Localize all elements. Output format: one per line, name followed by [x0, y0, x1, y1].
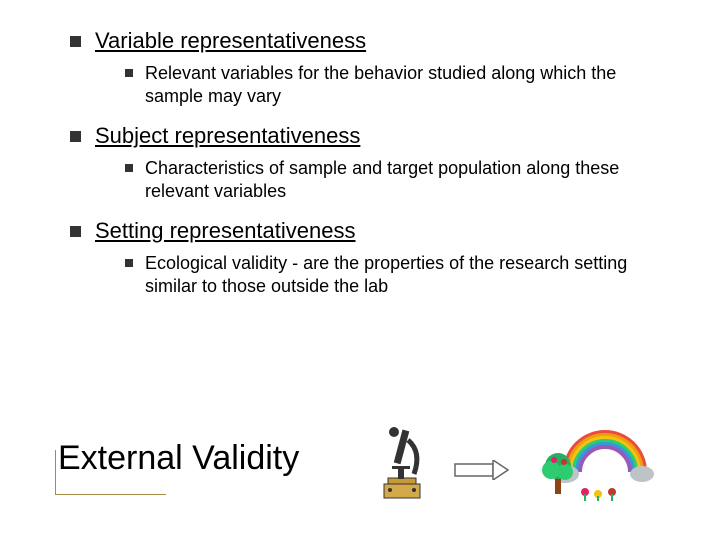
- bullet-level1: Subject representativeness: [70, 123, 650, 149]
- heading-text: Variable representativeness: [95, 28, 366, 54]
- square-bullet-icon: [125, 69, 133, 77]
- bullet-level1: Variable representativeness: [70, 28, 650, 54]
- square-bullet-icon: [125, 259, 133, 267]
- sub-text: Relevant variables for the behavior stud…: [145, 62, 640, 109]
- title-area: External Validity: [58, 439, 329, 478]
- bullet-level1: Setting representativeness: [70, 218, 650, 244]
- heading-text: Subject representativeness: [95, 123, 360, 149]
- rainbow-scene-icon: [540, 422, 655, 502]
- square-bullet-icon: [125, 164, 133, 172]
- square-bullet-icon: [70, 131, 81, 142]
- arrow-right-icon: [454, 460, 509, 480]
- microscope-icon: [372, 422, 432, 502]
- bullet-level2: Ecological validity - are the properties…: [125, 252, 650, 299]
- bullet-level2: Characteristics of sample and target pop…: [125, 157, 650, 204]
- sub-text: Characteristics of sample and target pop…: [145, 157, 640, 204]
- heading-text: Setting representativeness: [95, 218, 356, 244]
- sub-text: Ecological validity - are the properties…: [145, 252, 640, 299]
- bullet-level2: Relevant variables for the behavior stud…: [125, 62, 650, 109]
- square-bullet-icon: [70, 226, 81, 237]
- square-bullet-icon: [70, 36, 81, 47]
- slide-title: External Validity: [58, 439, 299, 478]
- bullet-list: Variable representativeness Relevant var…: [0, 0, 720, 298]
